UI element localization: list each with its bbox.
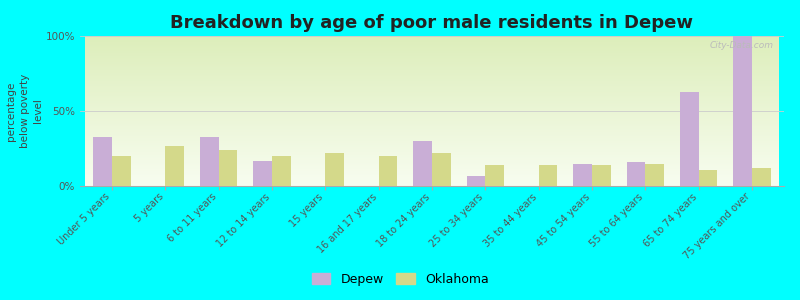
- Bar: [378, 156, 398, 186]
- Bar: [752, 168, 770, 186]
- Bar: [414, 141, 432, 186]
- Bar: [94, 136, 112, 186]
- Text: City-Data.com: City-Data.com: [710, 40, 774, 50]
- Legend: Depew, Oklahoma: Depew, Oklahoma: [306, 268, 494, 291]
- Bar: [646, 164, 664, 186]
- Bar: [574, 164, 592, 186]
- Bar: [592, 165, 610, 186]
- Bar: [112, 156, 130, 186]
- Bar: [432, 153, 450, 186]
- Bar: [486, 165, 504, 186]
- Bar: [626, 162, 646, 186]
- Bar: [466, 176, 486, 186]
- Bar: [200, 136, 218, 186]
- Bar: [254, 160, 272, 186]
- Bar: [680, 92, 698, 186]
- Bar: [734, 36, 752, 186]
- Bar: [272, 156, 290, 186]
- Bar: [218, 150, 238, 186]
- Bar: [326, 153, 344, 186]
- Bar: [166, 146, 184, 186]
- Bar: [538, 165, 558, 186]
- Title: Breakdown by age of poor male residents in Depew: Breakdown by age of poor male residents …: [170, 14, 694, 32]
- Y-axis label: percentage
below poverty
level: percentage below poverty level: [6, 74, 43, 148]
- Bar: [698, 169, 718, 186]
